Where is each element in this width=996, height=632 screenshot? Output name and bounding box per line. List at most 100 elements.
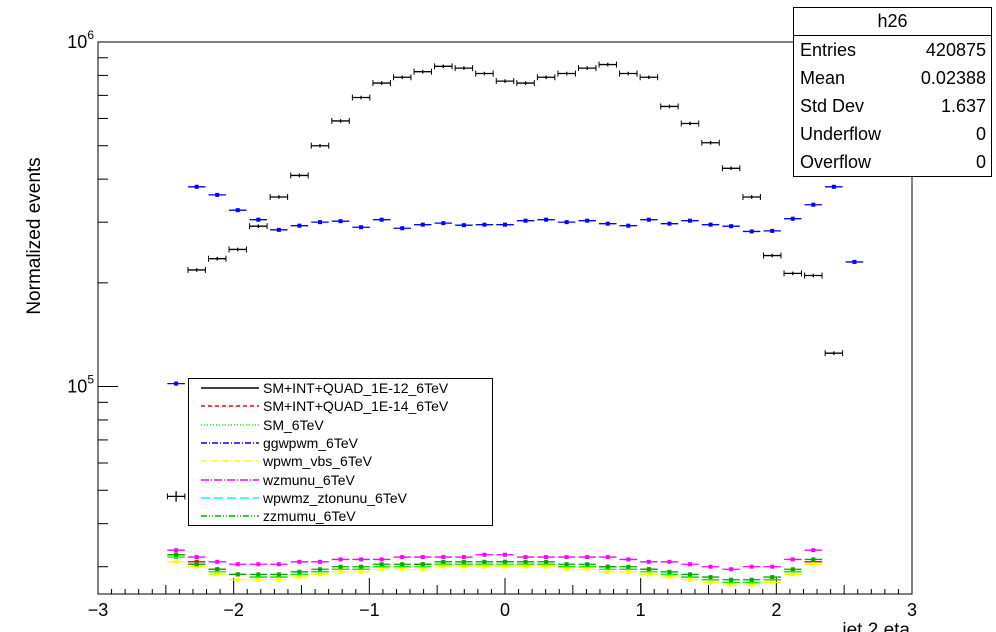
- marker: [441, 564, 446, 569]
- marker: [276, 227, 281, 232]
- data-point: [393, 567, 411, 572]
- marker: [523, 562, 528, 567]
- legend-label: wpwmz_ztonunu_6TeV: [263, 489, 407, 506]
- legend-swatch: [201, 460, 259, 463]
- data-point: [619, 557, 638, 562]
- marker: [852, 259, 857, 264]
- series-wzmunu_6TeV: [167, 548, 823, 572]
- marker: [276, 575, 281, 580]
- data-point: [372, 80, 391, 87]
- data-point: [187, 184, 206, 189]
- marker: [523, 559, 528, 564]
- marker: [626, 564, 631, 569]
- data-point: [701, 139, 720, 146]
- data-point: [290, 223, 309, 228]
- data-point: [742, 229, 761, 234]
- marker: [831, 184, 836, 189]
- data-point: [784, 216, 802, 221]
- marker: [441, 562, 446, 567]
- marker: [729, 583, 734, 588]
- data-point: [249, 562, 268, 567]
- data-point: [331, 564, 350, 569]
- data-point: [701, 564, 720, 569]
- data-point: [434, 564, 453, 569]
- marker: [646, 572, 651, 577]
- marker: [256, 575, 261, 580]
- data-point: [742, 193, 761, 200]
- marker: [174, 548, 179, 553]
- marker: [749, 229, 754, 234]
- legend-label: SM+INT+QUAD_1E-12_6TeV: [263, 380, 449, 397]
- marker: [420, 567, 425, 572]
- data-point: [496, 222, 514, 227]
- data-point: [331, 219, 350, 224]
- marker: [544, 564, 549, 569]
- marker: [749, 577, 754, 582]
- marker: [667, 575, 672, 580]
- data-point: [311, 567, 329, 572]
- data-point: [434, 559, 453, 564]
- marker: [379, 562, 384, 567]
- legend-entry: wpwm_vbs_6TeV: [189, 452, 492, 470]
- marker: [646, 567, 651, 572]
- marker: [297, 575, 302, 580]
- marker: [420, 222, 425, 227]
- marker: [770, 575, 775, 580]
- data-point: [167, 552, 185, 557]
- data-point: [557, 555, 576, 560]
- marker: [688, 562, 692, 567]
- marker: [400, 226, 405, 231]
- y-tick-label: 106: [67, 28, 94, 52]
- marker: [400, 562, 405, 567]
- marker: [626, 557, 631, 562]
- data-point: [310, 142, 330, 149]
- data-point: [824, 350, 844, 357]
- marker: [811, 548, 816, 553]
- stats-row-stddev: Std Dev 1.637: [794, 92, 991, 120]
- data-point: [372, 562, 391, 567]
- marker: [461, 562, 466, 567]
- marker: [708, 577, 713, 582]
- data-point: [681, 577, 699, 582]
- data-point: [599, 564, 617, 569]
- data-point: [599, 555, 617, 560]
- marker: [441, 555, 446, 560]
- marker: [194, 562, 199, 567]
- data-point: [722, 577, 740, 582]
- marker: [564, 562, 569, 567]
- data-point: [557, 220, 576, 225]
- data-point: [722, 224, 740, 229]
- marker: [605, 564, 610, 569]
- legend-swatch: [201, 497, 259, 499]
- data-point: [475, 552, 494, 557]
- marker: [318, 220, 322, 225]
- data-point: [331, 117, 350, 124]
- marker: [503, 552, 507, 557]
- data-point: [372, 217, 391, 222]
- marker: [379, 564, 384, 569]
- data-point: [393, 226, 411, 231]
- stats-row-entries: Entries 420875: [794, 36, 991, 64]
- data-point: [495, 78, 515, 85]
- data-point: [167, 559, 185, 564]
- marker: [564, 555, 569, 560]
- marker: [790, 557, 795, 562]
- stats-value: 420875: [925, 40, 986, 60]
- marker: [482, 222, 487, 227]
- marker: [626, 569, 631, 574]
- marker: [461, 564, 466, 569]
- data-point: [804, 557, 823, 562]
- marker: [174, 381, 179, 386]
- data-point: [414, 222, 432, 227]
- data-point: [249, 217, 268, 222]
- data-point: [455, 223, 473, 228]
- marker: [194, 559, 199, 564]
- marker: [297, 223, 302, 228]
- marker: [688, 218, 692, 223]
- marker: [503, 564, 507, 569]
- legend-entry: zzmumu_6TeV: [189, 507, 492, 525]
- data-point: [557, 562, 576, 567]
- marker: [194, 555, 199, 560]
- stats-value: 0.02388: [920, 68, 986, 88]
- marker: [400, 567, 405, 572]
